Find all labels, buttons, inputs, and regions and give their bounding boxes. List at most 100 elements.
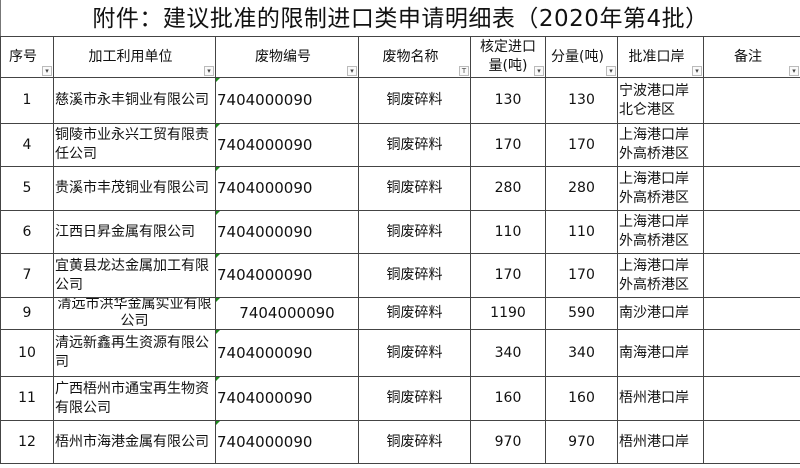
cell-text: 7404000090 xyxy=(217,432,313,451)
cell-company[interactable]: 梧州市海港金属有限公司 xyxy=(53,420,216,464)
cell-code[interactable]: 7404000090 xyxy=(215,77,359,124)
cell-note[interactable] xyxy=(703,210,800,254)
cell-note[interactable] xyxy=(703,376,800,421)
cell-portion[interactable]: 280 xyxy=(545,166,618,211)
filter-dropdown-icon[interactable]: ▾ xyxy=(347,66,357,76)
cell-approved[interactable]: 160 xyxy=(470,376,546,421)
cell-text: 110 xyxy=(494,223,522,240)
cell-port[interactable]: 上海港口岸外高桥港区 xyxy=(617,123,704,167)
table-row: 12 梧州市海港金属有限公司 7404000090 铜废碎料 970 970 梧州港口岸 xyxy=(0,420,800,464)
cell-text: 7404000090 xyxy=(217,389,313,407)
cell-port[interactable]: 南沙港口岸 xyxy=(617,297,704,330)
cell-approved[interactable]: 970 xyxy=(470,420,546,464)
cell-port[interactable]: 南海港口岸 xyxy=(617,329,704,377)
filter-dropdown-icon[interactable]: ▾ xyxy=(42,66,52,76)
cell-no[interactable]: 7 xyxy=(0,253,54,298)
cell-port[interactable]: 宁波港口岸北仑港区 xyxy=(617,77,704,124)
cell-company[interactable]: 广西梧州市通宝再生物资有限公司 xyxy=(53,376,216,421)
cell-note[interactable] xyxy=(703,297,800,330)
cell-portion[interactable]: 170 xyxy=(545,253,618,298)
cell-text: 江西日昇金属有限公司 xyxy=(55,223,195,240)
filter-dropdown-icon[interactable]: ▾ xyxy=(606,66,616,76)
cell-port[interactable]: 上海港口岸外高桥港区 xyxy=(617,166,704,211)
cell-approved[interactable]: 130 xyxy=(470,77,546,124)
table-row: 1 慈溪市永丰铜业有限公司 7404000090 铜废碎料 130 130 宁波港口岸北仑港… xyxy=(0,77,800,124)
filter-active-icon[interactable]: T xyxy=(459,66,469,76)
cell-note[interactable] xyxy=(703,329,800,377)
cell-approved[interactable]: 110 xyxy=(470,210,546,254)
cell-company[interactable]: 贵溪市丰茂铜业有限公司 xyxy=(53,166,216,211)
cell-name[interactable]: 铜废碎料 xyxy=(358,329,471,377)
cell-no[interactable]: 6 xyxy=(0,210,54,254)
cell-code[interactable]: 7404000090 xyxy=(215,166,359,211)
cell-text: 160 xyxy=(494,390,522,406)
cell-no[interactable]: 1 xyxy=(0,77,54,124)
cell-port[interactable]: 上海港口岸外高桥港区 xyxy=(617,210,704,254)
cell-portion[interactable]: 340 xyxy=(545,329,618,377)
cell-text: 7404000090 xyxy=(239,304,335,322)
filter-dropdown-icon[interactable]: ▾ xyxy=(789,66,799,76)
cell-portion[interactable]: 110 xyxy=(545,210,618,254)
cell-portion[interactable]: 590 xyxy=(545,297,618,330)
cell-portion[interactable]: 160 xyxy=(545,376,618,421)
cell-note[interactable] xyxy=(703,77,800,124)
cell-code[interactable]: 7404000090 xyxy=(215,420,359,464)
cell-no[interactable]: 10 xyxy=(0,329,54,377)
cell-name[interactable]: 铜废碎料 xyxy=(358,210,471,254)
cell-code[interactable]: 7404000090 xyxy=(215,253,359,298)
cell-no[interactable]: 4 xyxy=(0,123,54,167)
filter-dropdown-icon[interactable]: ▾ xyxy=(692,66,702,76)
cell-note[interactable] xyxy=(703,123,800,167)
cell-code[interactable]: 7404000090 xyxy=(215,123,359,167)
cell-note[interactable] xyxy=(703,166,800,211)
cell-portion[interactable]: 970 xyxy=(545,420,618,464)
cell-port[interactable]: 梧州港口岸 xyxy=(617,420,704,464)
cell-note[interactable] xyxy=(703,420,800,464)
cell-text: 7404000090 xyxy=(217,266,313,284)
cell-company[interactable]: 宜黄县龙达金属加工有限公司 xyxy=(53,253,216,298)
table-row: 10 清远新鑫再生资源有限公司 7404000090 铜废碎料 340 340 南海港口岸 xyxy=(0,329,800,377)
cell-approved[interactable]: 280 xyxy=(470,166,546,211)
cell-no[interactable]: 5 xyxy=(0,166,54,211)
cell-company[interactable]: 铜陵市业永兴工贸有限责任公司 xyxy=(53,123,216,167)
cell-text: 梧州港口岸 xyxy=(619,433,689,450)
cell-no[interactable]: 11 xyxy=(0,376,54,421)
cell-code[interactable]: 7404000090 xyxy=(215,210,359,254)
text-number-indicator-icon xyxy=(216,211,220,215)
data-table: 序号 ▾ 加工利用单位 ▾ 废物编号 ▾ 废物名称 T 核定进口量(吨) ▾ 分量(吨) ▾ 批准口岸 ▾… xyxy=(0,36,800,464)
cell-port[interactable]: 上海港口岸外高桥港区 xyxy=(617,253,704,298)
cell-code[interactable]: 7404000090 xyxy=(215,297,359,330)
cell-portion[interactable]: 170 xyxy=(545,123,618,167)
cell-company[interactable]: 慈溪市永丰铜业有限公司 xyxy=(53,77,216,124)
cell-note[interactable] xyxy=(703,253,800,298)
cell-no[interactable]: 12 xyxy=(0,420,54,464)
cell-name[interactable]: 铜废碎料 xyxy=(358,297,471,330)
cell-approved[interactable]: 1190 xyxy=(470,297,546,330)
cell-code[interactable]: 7404000090 xyxy=(215,376,359,421)
cell-approved[interactable]: 340 xyxy=(470,329,546,377)
cell-approved[interactable]: 170 xyxy=(470,123,546,167)
cell-name[interactable]: 铜废碎料 xyxy=(358,166,471,211)
cell-name[interactable]: 铜废碎料 xyxy=(358,77,471,124)
header-col-port: 批准口岸 ▾ xyxy=(617,36,704,78)
cell-no[interactable]: 9 xyxy=(0,297,54,330)
cell-name[interactable]: 铜废碎料 xyxy=(358,376,471,421)
cell-portion[interactable]: 130 xyxy=(545,77,618,124)
table-row: 9 清远市洪华金属实业有限公司 7404000090 铜废碎料 1190 590 南沙港口岸 xyxy=(0,297,800,330)
cell-company[interactable]: 清远新鑫再生资源有限公司 xyxy=(53,329,216,377)
cell-company[interactable]: 江西日昇金属有限公司 xyxy=(53,210,216,254)
filter-dropdown-icon[interactable]: ▾ xyxy=(534,66,544,76)
filter-dropdown-icon[interactable]: ▾ xyxy=(204,66,214,76)
cell-approved[interactable]: 170 xyxy=(470,253,546,298)
cell-code[interactable]: 7404000090 xyxy=(215,329,359,377)
cell-port[interactable]: 梧州港口岸 xyxy=(617,376,704,421)
cell-name[interactable]: 铜废碎料 xyxy=(358,420,471,464)
cell-company[interactable]: 清远市洪华金属实业有限公司 xyxy=(53,297,216,330)
cell-text: 梧州港口岸 xyxy=(619,390,689,406)
cell-text: 铜废碎料 xyxy=(386,433,443,450)
header-col-portion: 分量(吨) ▾ xyxy=(545,36,618,78)
cell-text: 上海港口岸外高桥港区 xyxy=(619,257,689,293)
cell-name[interactable]: 铜废碎料 xyxy=(358,253,471,298)
cell-name[interactable]: 铜废碎料 xyxy=(358,123,471,167)
cell-text: 4 xyxy=(22,136,32,153)
